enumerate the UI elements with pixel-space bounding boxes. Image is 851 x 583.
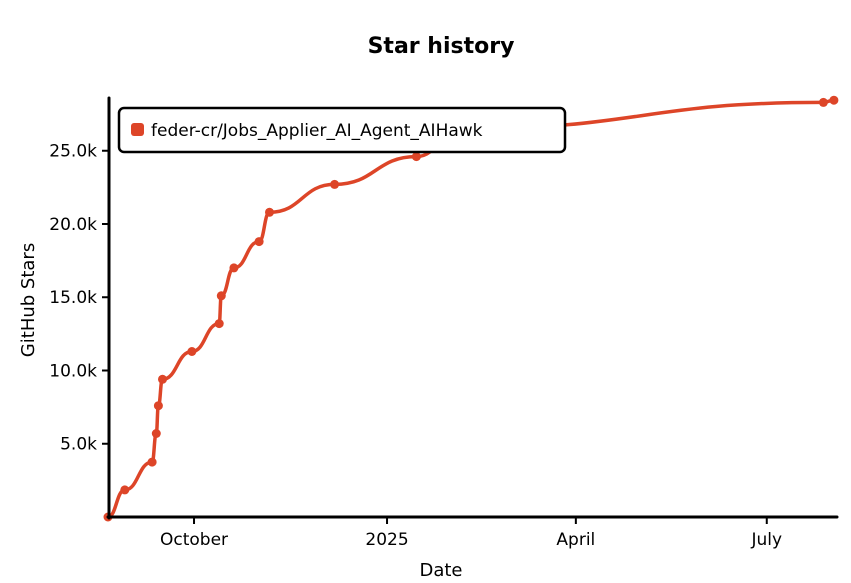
y-tick-label: 5.0k bbox=[60, 435, 97, 455]
data-point bbox=[265, 207, 274, 217]
y-tick-label: 10.0k bbox=[49, 361, 97, 381]
data-point bbox=[214, 319, 224, 329]
data-point bbox=[818, 97, 828, 107]
data-point bbox=[153, 401, 163, 411]
x-axis-ticks: October 2025 April July bbox=[160, 517, 782, 550]
data-point bbox=[187, 347, 197, 356]
plot-area bbox=[103, 95, 839, 522]
legend-box bbox=[117, 106, 567, 154]
y-axis-ticks: 5.0k 10.0k 15.0k 20.0k 25.0k bbox=[49, 142, 109, 455]
data-point bbox=[229, 263, 239, 273]
data-point bbox=[411, 152, 421, 162]
data-point bbox=[158, 374, 167, 384]
series-line bbox=[106, 98, 836, 519]
data-point bbox=[330, 179, 340, 189]
y-axis-label: GitHub Stars bbox=[18, 243, 39, 357]
x-axis-label: Date bbox=[419, 560, 462, 579]
data-point bbox=[216, 291, 226, 301]
chart-title: Star history bbox=[368, 34, 515, 59]
x-tick-label: 2025 bbox=[365, 530, 408, 550]
x-tick-label: July bbox=[750, 530, 782, 550]
x-tick-label: October bbox=[160, 530, 228, 550]
data-point bbox=[151, 429, 161, 438]
y-tick-label: 15.0k bbox=[49, 288, 97, 308]
y-tick-label: 20.0k bbox=[49, 215, 97, 235]
y-tick-label: 25.0k bbox=[49, 142, 97, 162]
data-point bbox=[147, 457, 157, 467]
data-point bbox=[829, 95, 839, 105]
data-point bbox=[120, 485, 130, 495]
x-tick-label: April bbox=[556, 530, 595, 550]
data-point bbox=[254, 237, 264, 247]
legend-entry-label: feder-cr/Jobs_Applier_AI_Agent_AIHawk bbox=[151, 121, 483, 141]
legend: feder-cr/Jobs_Applier_AI_Agent_AIHawk bbox=[117, 106, 567, 154]
legend-swatch bbox=[131, 123, 144, 136]
